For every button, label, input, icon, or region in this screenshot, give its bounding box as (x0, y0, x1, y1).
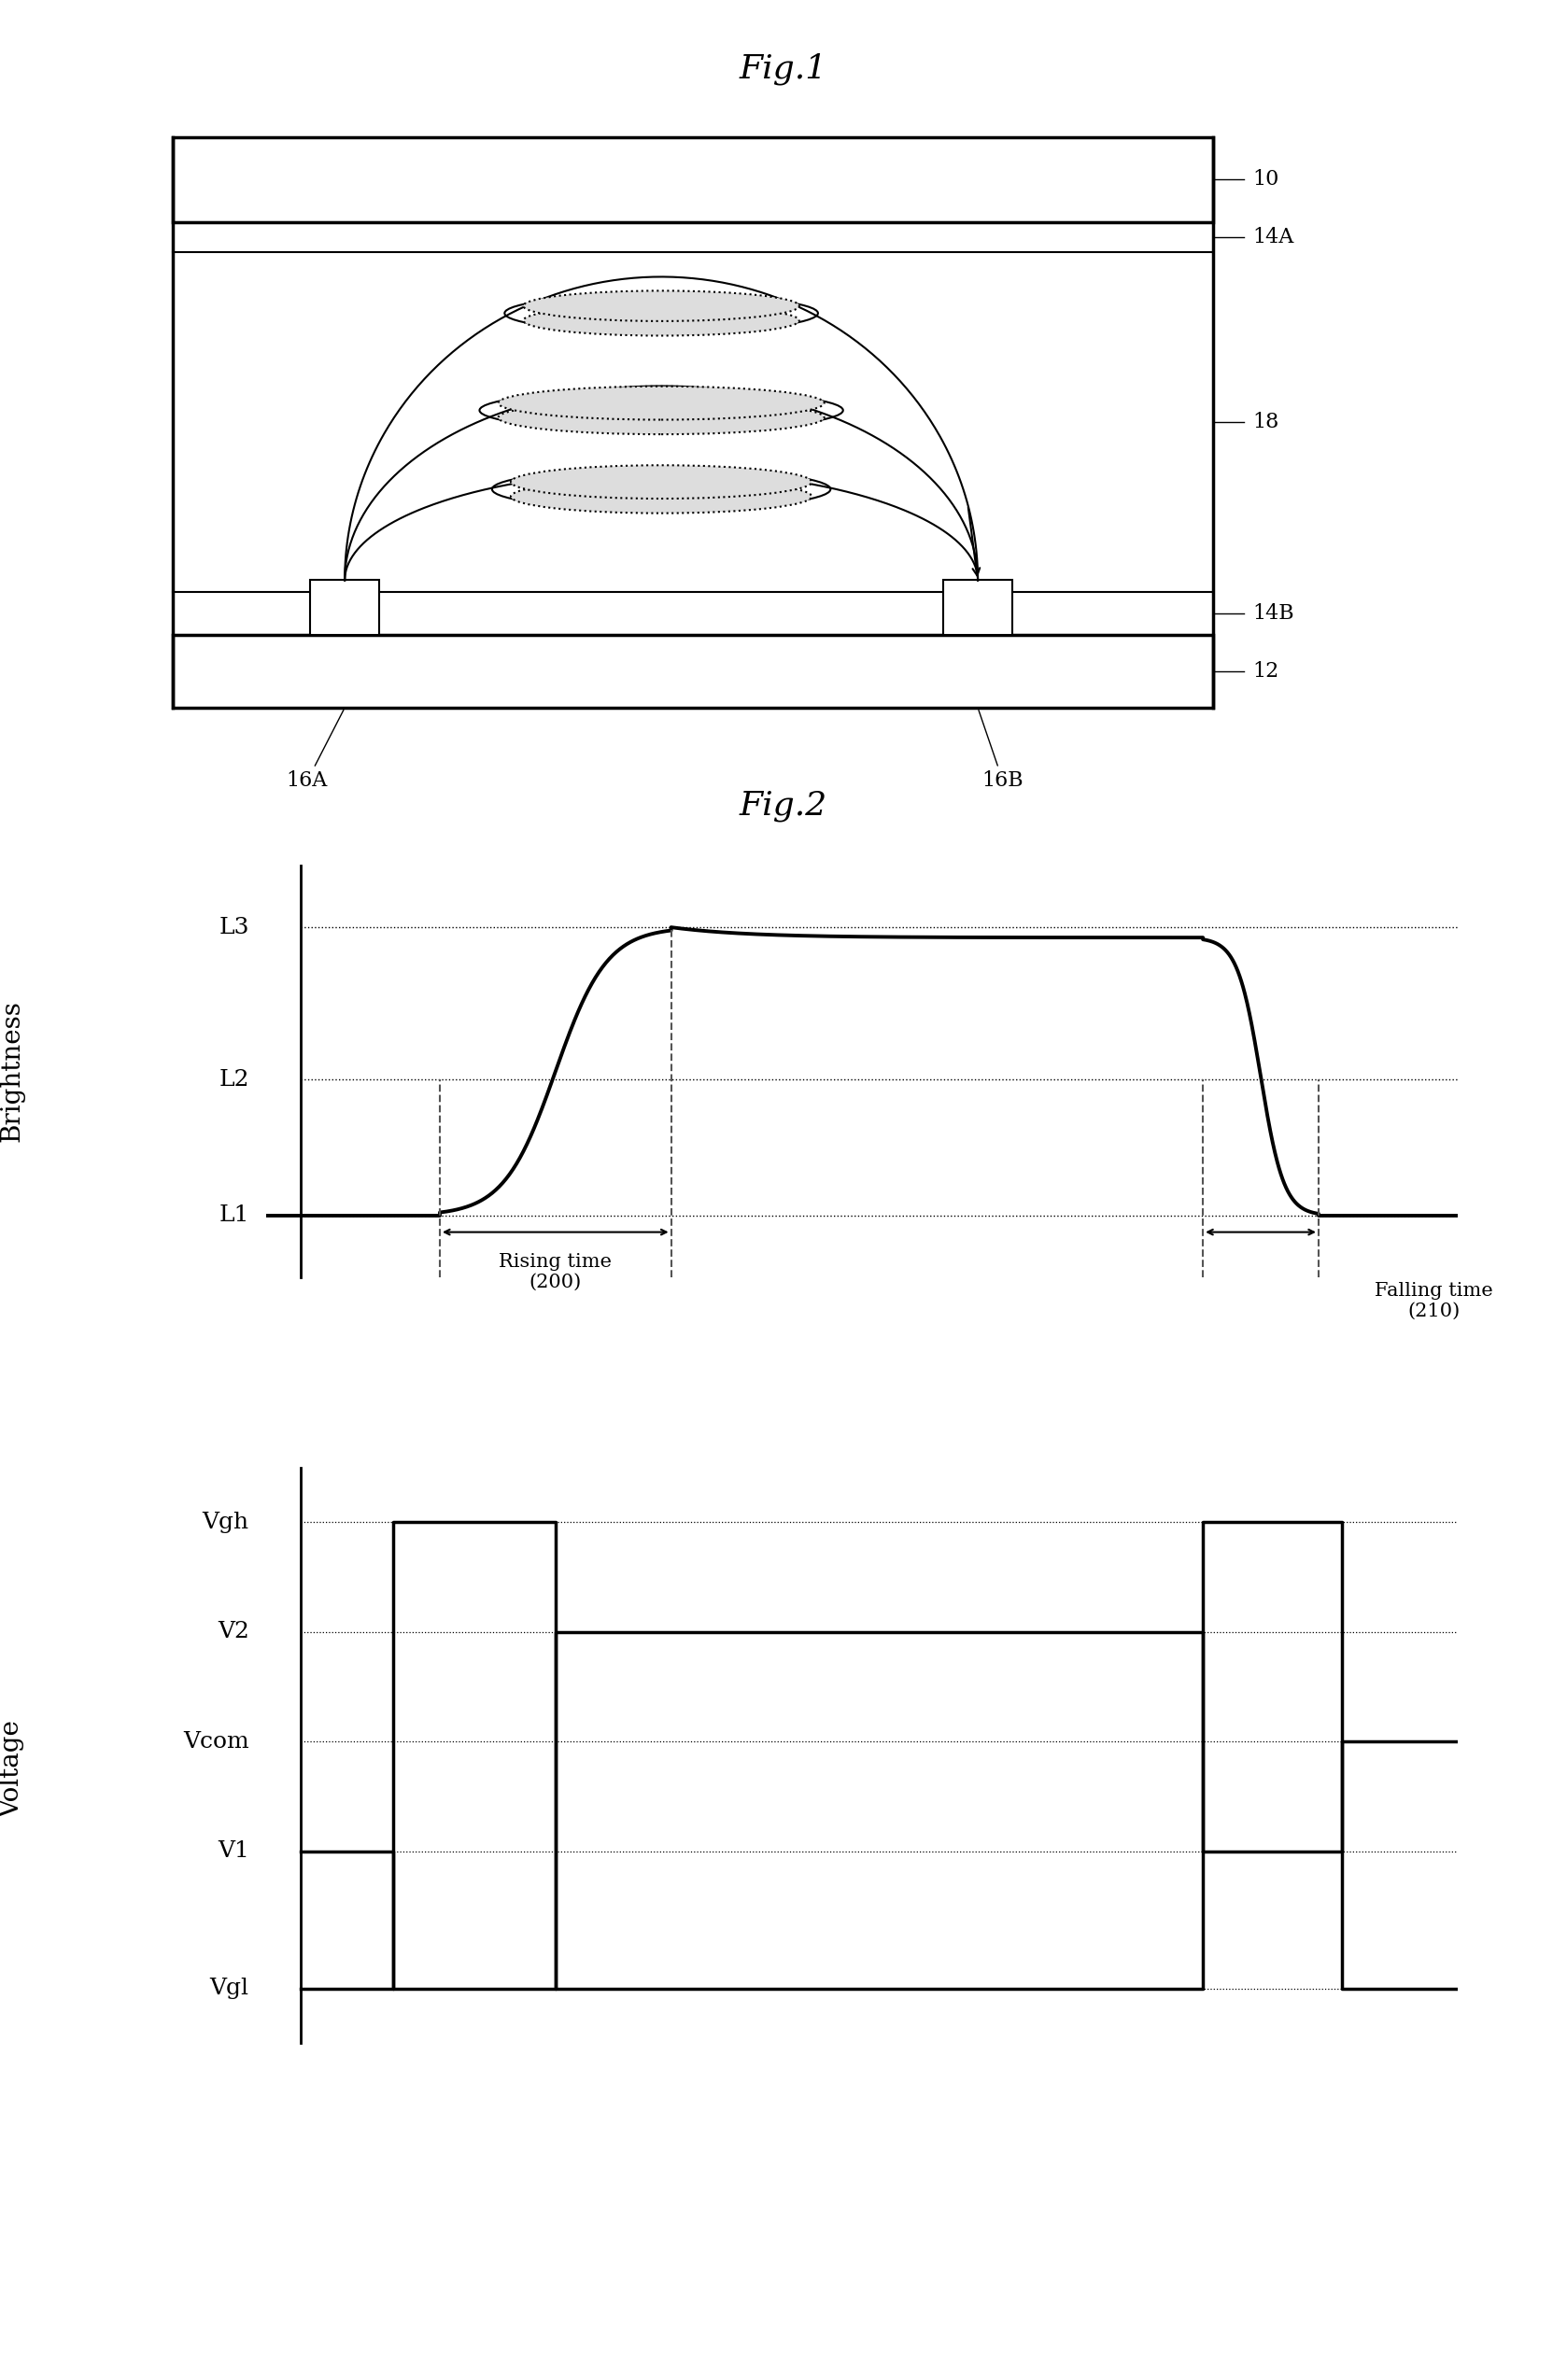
Text: V2: V2 (218, 1621, 249, 1642)
Text: 12: 12 (1254, 662, 1279, 681)
Text: 14A: 14A (1254, 226, 1294, 248)
Bar (172, 635, 1213, 707)
Text: 18: 18 (1254, 412, 1280, 433)
Text: 16B: 16B (979, 709, 1023, 790)
Ellipse shape (523, 305, 799, 336)
Text: Vcom: Vcom (183, 1730, 249, 1752)
Ellipse shape (511, 481, 812, 514)
Bar (172, 138, 1213, 221)
Text: Falling time
(210): Falling time (210) (1374, 1280, 1493, 1321)
Ellipse shape (498, 400, 824, 433)
Ellipse shape (498, 386, 824, 419)
Text: Vgl: Vgl (210, 1978, 249, 1999)
Bar (943, 581, 1012, 635)
Text: Fig.2: Fig.2 (740, 790, 827, 821)
Text: 14B: 14B (1254, 605, 1294, 624)
Ellipse shape (511, 464, 812, 500)
Bar (310, 581, 379, 635)
Text: L3: L3 (219, 916, 249, 938)
Text: L1: L1 (219, 1204, 249, 1226)
Text: 16A: 16A (287, 709, 343, 790)
Text: 10: 10 (1254, 169, 1280, 190)
Text: Voltage: Voltage (0, 1721, 25, 1818)
Text: Fig.1: Fig.1 (740, 52, 827, 86)
Text: Vgh: Vgh (202, 1511, 249, 1533)
Text: L2: L2 (219, 1069, 249, 1090)
Text: V1: V1 (218, 1840, 249, 1861)
Text: Rising time
(200): Rising time (200) (498, 1252, 613, 1290)
Text: Brightness: Brightness (0, 1000, 25, 1142)
Ellipse shape (523, 290, 799, 321)
